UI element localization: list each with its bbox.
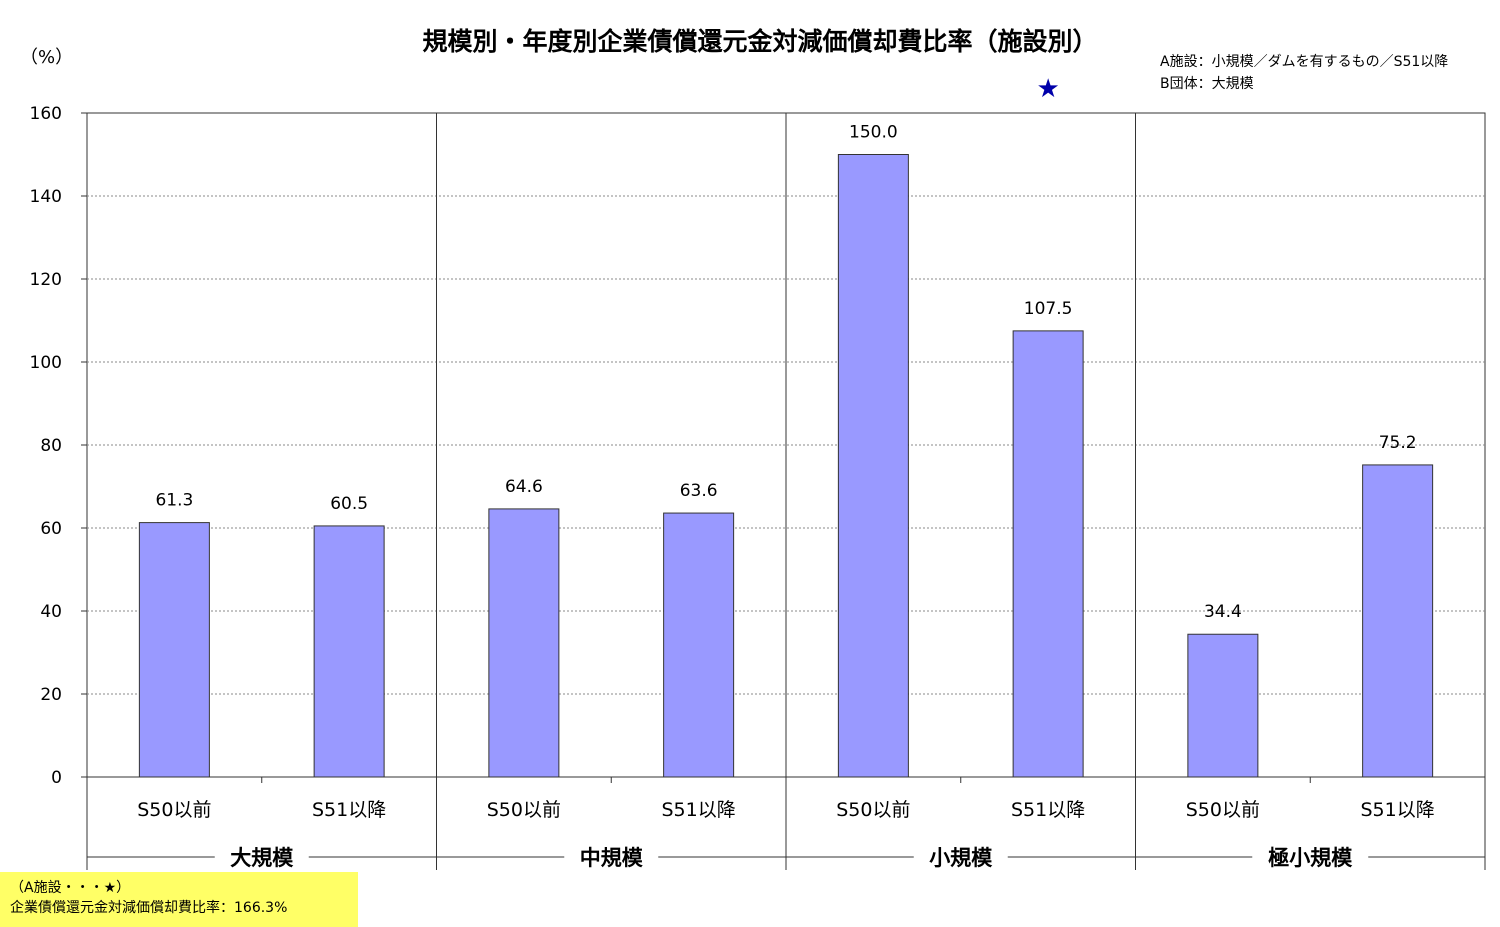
bar: [488, 508, 560, 778]
x-tick-label: S50以前: [487, 799, 561, 821]
data-label: 34.4: [1204, 602, 1242, 622]
y-tick-label: 140: [30, 187, 62, 207]
bar: [1362, 464, 1434, 778]
bar: [837, 154, 909, 778]
annotation-a: A施設：小規模／ダムを有するもの／S51以降: [1160, 54, 1448, 70]
bar: [1012, 330, 1084, 778]
data-label: 60.5: [330, 494, 368, 514]
bar: [138, 522, 210, 778]
annotation-b: B団体：大規模: [1160, 76, 1254, 92]
y-tick-label: 40: [40, 602, 62, 622]
y-tick-label: 100: [30, 353, 62, 373]
x-tick-label: S50以前: [836, 799, 910, 821]
star-marker: ★: [1036, 74, 1059, 104]
note-line-2: 企業債償還元金対減価償却費比率：166.3%: [10, 900, 288, 916]
x-tick-label: S51以降: [1361, 799, 1435, 821]
group-label: 大規模: [230, 846, 294, 870]
data-label: 63.6: [680, 481, 718, 501]
bar: [663, 512, 735, 778]
group-label: 中規模: [580, 846, 644, 870]
y-axis-unit: （%）: [20, 47, 73, 68]
bar: [1187, 633, 1259, 778]
data-label: 64.6: [505, 477, 543, 497]
note-line-1: （A施設・・・★）: [10, 880, 131, 896]
x-tick-label: S51以降: [662, 799, 736, 821]
y-tick-label: 160: [30, 104, 62, 124]
y-tick-label: 80: [40, 436, 62, 456]
data-label: 150.0: [849, 123, 898, 143]
data-label: 75.2: [1379, 433, 1417, 453]
chart-title: 規模別・年度別企業債償還元金対減価償却費比率（施設別）: [422, 27, 1097, 56]
y-tick-label: 20: [40, 685, 62, 705]
note-box: （A施設・・・★） 企業債償還元金対減価償却費比率：166.3%: [0, 872, 358, 927]
x-tick-label: S51以降: [312, 799, 386, 821]
x-tick-label: S50以前: [137, 799, 211, 821]
y-tick-label: 0: [51, 768, 62, 788]
data-label: 61.3: [155, 491, 193, 511]
bar: [313, 525, 385, 778]
group-label: 小規模: [929, 846, 993, 870]
group-label: 極小規模: [1268, 846, 1353, 870]
data-label: 107.5: [1024, 299, 1073, 319]
y-tick-label: 120: [30, 270, 62, 290]
x-tick-label: S51以降: [1011, 799, 1085, 821]
y-tick-label: 60: [40, 519, 62, 539]
x-tick-label: S50以前: [1186, 799, 1260, 821]
